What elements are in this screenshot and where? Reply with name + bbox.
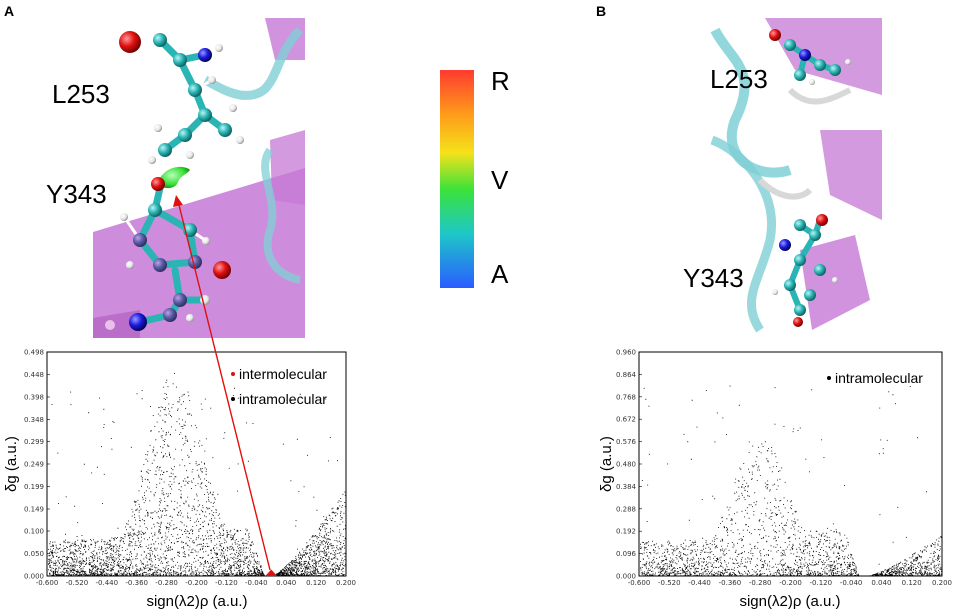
x-tick-label: -0.360 (719, 579, 742, 587)
legend-label-intermolecular: intermolecular (239, 366, 327, 382)
x-tick-label: -0.280 (155, 579, 178, 587)
y-tick-label: 0.480 (616, 461, 636, 469)
y-tick-label: 0.000 (616, 573, 636, 581)
chart-b: -0.600 -0.520 -0.440 -0.360 -0.280 -0.200 -0.1… (598, 349, 952, 611)
y-tick-label: 0.864 (616, 371, 637, 379)
intermolecular-points (265, 569, 278, 576)
ribbon-a-2 (261, 147, 302, 284)
legend-label-intramolecular-a: intramolecular (239, 391, 327, 407)
chart-a: -0.600 -0.520 -0.440 -0.360 -0.280 -0.200 -0.1… (3, 349, 356, 611)
scale-label-v: V (491, 165, 509, 195)
helix-b-mid (820, 130, 882, 220)
y-tick-label: 0.398 (24, 393, 44, 401)
chart-b-plot-area (638, 351, 943, 577)
y-tick-label: 0.149 (24, 505, 44, 513)
y-tick-label: 0.050 (24, 550, 44, 558)
color-scale-bar (440, 70, 474, 288)
y-tick-label: 0.100 (24, 528, 44, 536)
y-tick-label: 0.249 (24, 461, 44, 469)
y-tick-label: 0.199 (24, 483, 44, 491)
y-tick-label: 0.348 (24, 416, 44, 424)
panel-letter-b: B (596, 3, 606, 19)
panel-b-molecular-view: L253 Y343 (683, 12, 882, 340)
chart-a-x-axis-label: sign(λ2)ρ (a.u.) (146, 593, 247, 610)
intermolecular-link-arrow (177, 200, 271, 571)
nitrogen-atom-l253 (198, 48, 212, 62)
x-tick-label: -0.200 (185, 579, 208, 587)
y-tick-label: 0.498 (24, 349, 44, 357)
x-tick-label: -0.040 (245, 579, 268, 587)
oxygen-atom-y343 (151, 177, 165, 191)
chart-a-points (48, 373, 346, 577)
y-tick-label: 0.448 (24, 371, 44, 379)
y-tick-label: 0.576 (616, 438, 637, 446)
x-tick-label: -0.040 (840, 579, 863, 587)
y-tick-label: 0.384 (616, 483, 637, 491)
helix-a-mid (270, 130, 305, 205)
y-tick-label: 0.288 (616, 505, 636, 513)
arrow-head (173, 195, 183, 207)
residue-label-y343-a: Y343 (46, 179, 107, 209)
legend-marker-intermolecular (231, 372, 235, 376)
chart-b-x-axis-label: sign(λ2)ρ (a.u.) (739, 593, 840, 610)
ribbon-b-1 (710, 27, 792, 178)
ribbon-a-1 (202, 26, 304, 100)
legend-marker-intramolecular-a (231, 397, 235, 401)
helix-a-top (265, 18, 305, 60)
scale-label-a: A (491, 259, 509, 289)
chart-b-y-axis-label: δg (a.u.) (598, 436, 615, 492)
y-tick-label: 0.299 (24, 438, 44, 446)
x-tick-label: -0.200 (779, 579, 802, 587)
x-tick-label: -0.440 (688, 579, 711, 587)
x-tick-label: -0.520 (66, 579, 89, 587)
x-tick-label: 0.040 (871, 579, 891, 587)
nci-isosurface (160, 166, 190, 189)
panel-letter-a: A (4, 3, 14, 19)
x-tick-label: 0.200 (336, 579, 356, 587)
x-tick-label: 0.120 (902, 579, 922, 587)
y-tick-label: 0.960 (616, 349, 636, 357)
chart-a-legend: intermolecular intramolecular (231, 366, 327, 407)
oxygen-atom-l253 (119, 31, 141, 53)
residue-label-l253-a: L253 (52, 79, 110, 109)
x-tick-label: -0.120 (215, 579, 238, 587)
chart-a-y-axis-label: δg (a.u.) (3, 436, 20, 492)
helix-a-large (93, 168, 305, 338)
helix-b-top (765, 18, 882, 95)
x-tick-label: 0.120 (306, 579, 326, 587)
y-tick-label: 0.672 (616, 416, 636, 424)
x-tick-label: 0.040 (276, 579, 296, 587)
chart-b-legend: intramolecular (827, 370, 923, 386)
residue-label-l253-b: L253 (710, 64, 768, 94)
legend-marker-intramolecular-b (827, 376, 831, 380)
x-tick-label: -0.600 (628, 579, 651, 587)
x-tick-label: -0.600 (36, 579, 59, 587)
ribbon-b-2 (710, 135, 776, 333)
x-tick-label: -0.520 (658, 579, 681, 587)
x-tick-label: -0.360 (125, 579, 148, 587)
legend-label-intramolecular-b: intramolecular (835, 370, 923, 386)
x-tick-label: -0.440 (96, 579, 119, 587)
y-tick-label: 0.192 (616, 528, 636, 536)
y-tick-label: 0.096 (616, 550, 637, 558)
x-tick-label: -0.120 (810, 579, 833, 587)
y-tick-label: 0.000 (24, 573, 44, 581)
scale-label-r: R (491, 66, 510, 96)
panel-a-molecular-view: L253 Y343 (46, 12, 305, 338)
x-tick-label: 0.200 (932, 579, 952, 587)
x-tick-label: -0.280 (749, 579, 772, 587)
residue-label-y343-b: Y343 (683, 263, 744, 293)
y-tick-label: 0.768 (616, 393, 636, 401)
color-scale: R V A (440, 66, 510, 289)
